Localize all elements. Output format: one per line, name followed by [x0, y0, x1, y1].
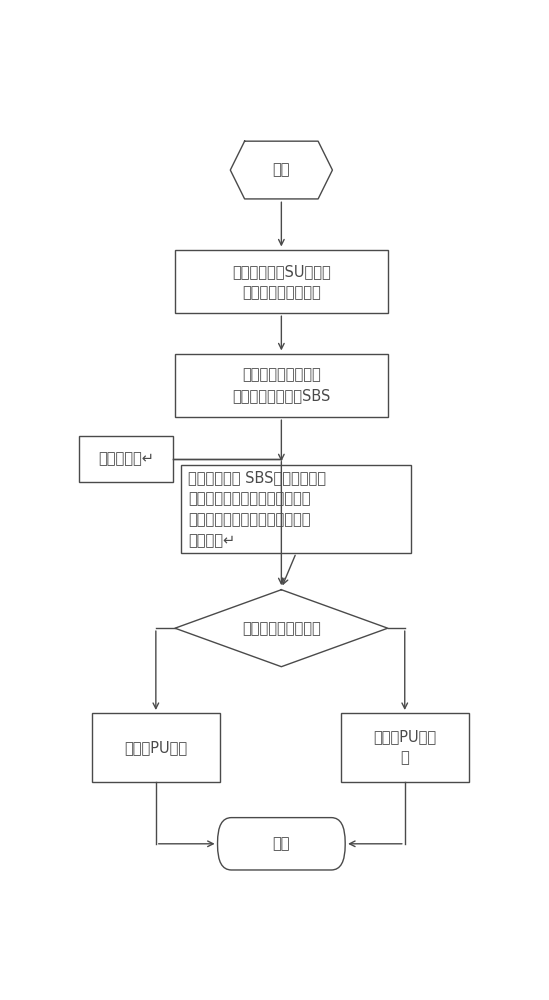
FancyBboxPatch shape [175, 354, 388, 417]
Text: 结束: 结束 [273, 836, 290, 851]
Text: 与判决阈值进行比较: 与判决阈值进行比较 [242, 621, 321, 636]
Text: 认知用户将感知数据
发送给认知从基站SBS: 认知用户将感知数据 发送给认知从基站SBS [232, 368, 330, 404]
Text: 主用户PU不存
在: 主用户PU不存 在 [373, 730, 436, 766]
Text: 判决阈值表↵: 判决阈值表↵ [98, 451, 154, 466]
FancyBboxPatch shape [181, 465, 411, 553]
Text: 主用户PU存在: 主用户PU存在 [124, 740, 187, 755]
FancyBboxPatch shape [175, 250, 388, 313]
Text: 多个认知用户SU独立对
信号频谱段进行感知: 多个认知用户SU独立对 信号频谱段进行感知 [232, 264, 330, 300]
Text: 在认知从基站 SBS求信号协方差
矩阵，及协方差矩阵的最大特征
值，最小特征值，以及最大最小
特征值比↵: 在认知从基站 SBS求信号协方差 矩阵，及协方差矩阵的最大特征 值，最小特征值，… [188, 470, 326, 548]
FancyBboxPatch shape [341, 713, 469, 782]
FancyBboxPatch shape [79, 436, 173, 482]
Text: 开始: 开始 [273, 163, 290, 178]
Polygon shape [175, 590, 388, 667]
FancyBboxPatch shape [217, 818, 345, 870]
Polygon shape [231, 141, 333, 199]
FancyBboxPatch shape [92, 713, 220, 782]
